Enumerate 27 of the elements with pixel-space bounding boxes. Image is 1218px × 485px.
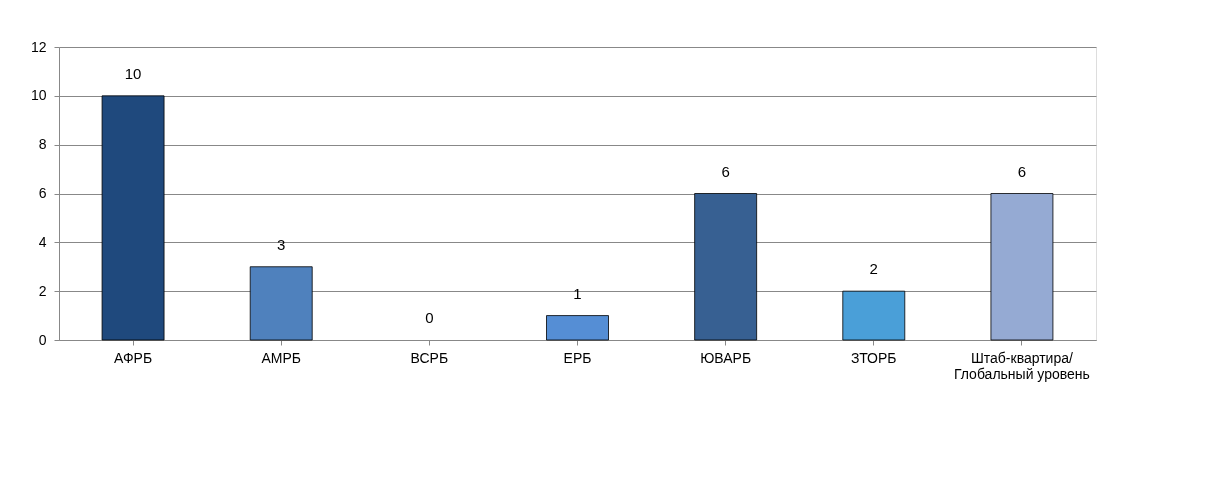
data-label: 2 [869, 260, 878, 278]
bar [842, 290, 906, 341]
y-tick-label: 0 [38, 331, 47, 348]
y-tick-label: 4 [38, 233, 47, 250]
bar [694, 193, 758, 341]
bar [101, 95, 165, 341]
bar [249, 266, 313, 341]
data-label: 6 [721, 162, 730, 180]
data-label: 10 [124, 64, 142, 82]
x-tick-label: Штаб-квартира/ Глобальный уровень [953, 349, 1090, 382]
x-tick-label: ЗТОРБ [851, 349, 897, 366]
y-tick-label: 10 [30, 87, 47, 104]
y-tick-label: 8 [38, 136, 47, 153]
data-label: 3 [277, 235, 286, 253]
x-tick-label: ЕРБ [563, 349, 592, 366]
x-tick-label: АФРБ [114, 349, 153, 366]
data-label: 0 [425, 309, 434, 326]
bar [990, 193, 1054, 341]
y-tick-label: 12 [30, 38, 47, 55]
x-tick-label: АМРБ [261, 349, 301, 366]
data-label: 1 [573, 284, 582, 302]
y-tick-label: 2 [38, 282, 47, 299]
bar [546, 315, 609, 341]
x-tick-label: ВСРБ [410, 349, 449, 366]
data-label: 6 [1017, 162, 1027, 180]
y-tick-label: 6 [38, 185, 47, 201]
x-tick-label: ЮВАРБ [700, 349, 752, 366]
